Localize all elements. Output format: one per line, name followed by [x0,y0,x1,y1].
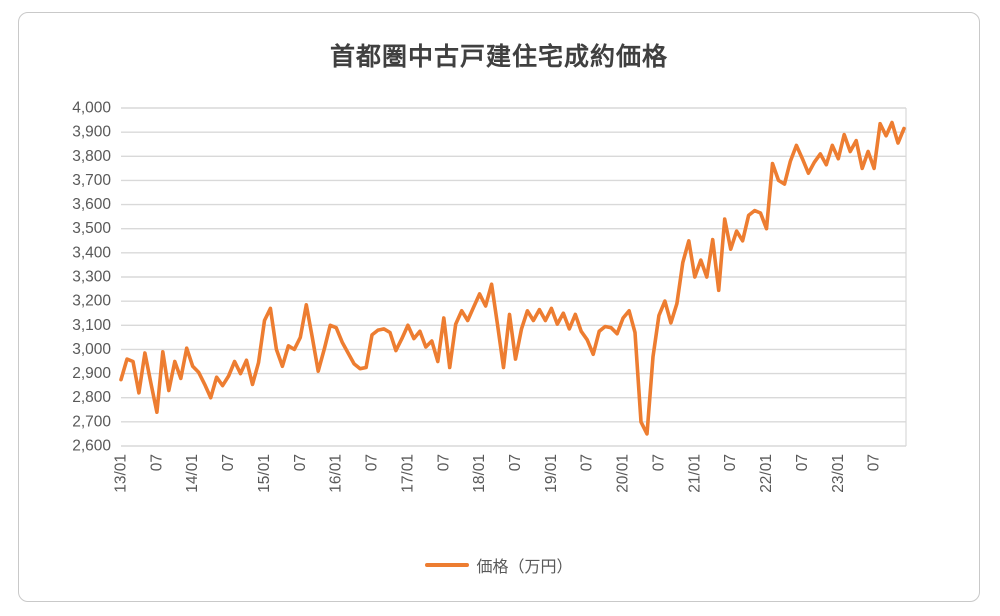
y-axis-label: 3,100 [72,317,111,334]
x-axis-label: 07 [435,454,452,471]
y-axis-label: 3,400 [72,244,111,261]
x-axis-label: 14/01 [184,454,201,493]
y-axis-label: 3,800 [72,148,111,165]
price-line [119,120,906,436]
x-axis-label: 21/01 [686,454,703,493]
y-axis-label: 3,700 [72,172,111,189]
y-axis-label: 2,900 [72,365,111,382]
x-axis-label: 07 [148,454,165,471]
y-axis-label: 3,200 [72,293,111,310]
y-axis-label: 3,300 [72,269,111,286]
x-axis-label: 17/01 [399,454,416,493]
y-axis-label: 3,500 [72,220,111,237]
x-axis-label: 20/01 [615,454,632,493]
chart-frame: 首都圏中古戸建住宅成約価格 2,600 2,700 2,800 2,900 3,000 3… [18,12,980,602]
y-axis-label: 2,700 [72,413,111,430]
y-axis-label: 2,800 [72,389,111,406]
legend: 価格（万円） [19,553,979,577]
legend-line-marker [425,562,470,568]
x-axis-label: 22/01 [758,454,775,493]
x-axis-label: 07 [579,454,596,471]
x-axis-label: 07 [650,454,667,471]
chart-title: 首都圏中古戸建住宅成約価格 [329,43,668,71]
x-axis-label: 15/01 [256,454,273,493]
x-axis-label: 23/01 [830,454,847,493]
plot-area: 2,600 2,700 2,800 2,900 3,000 3,100 3,200 3,300… [72,100,907,493]
y-axis-label: 3,000 [72,341,111,358]
x-axis-label: 07 [364,454,381,471]
x-axis-label: 07 [722,454,739,471]
x-axis-label: 07 [866,454,883,471]
x-axis-label: 07 [507,454,524,471]
x-axis-label: 16/01 [328,454,345,493]
x-axis-label: 07 [220,454,237,471]
x-axis-label: 13/01 [113,454,130,493]
y-axis-label: 3,600 [72,196,111,213]
y-axis-label: 2,600 [72,438,111,455]
y-axis-label: 3,900 [72,124,111,141]
x-axis-label: 18/01 [471,454,488,493]
x-axis-label: 19/01 [543,454,560,493]
legend-label: 価格（万円） [476,559,573,576]
x-axis-label: 07 [292,454,309,471]
y-axis-label: 4,000 [72,100,111,117]
x-axis-label: 07 [794,454,811,471]
